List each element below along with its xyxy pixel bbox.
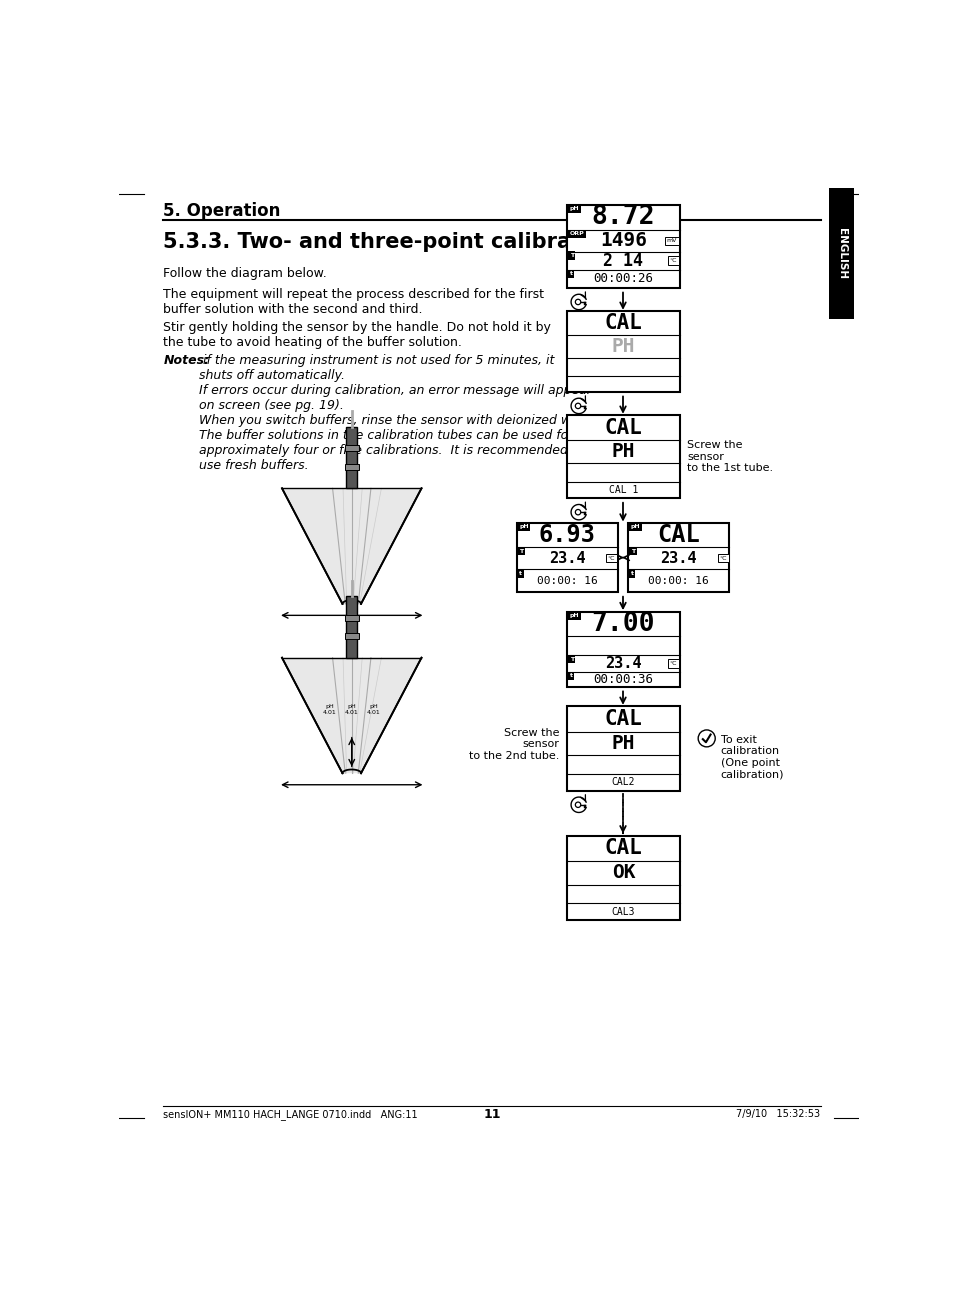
Text: CAL: CAL	[657, 523, 700, 548]
Text: 5.3.3. Two- and three-point calibration: 5.3.3. Two- and three-point calibration	[163, 232, 618, 252]
Text: 11: 11	[483, 1108, 500, 1121]
Bar	[346, 596, 356, 658]
Text: t: t	[518, 571, 521, 576]
Text: °C: °C	[669, 662, 677, 665]
Text: CAL3: CAL3	[611, 907, 635, 917]
Text: CAL2: CAL2	[611, 777, 635, 787]
Text: 2 14: 2 14	[602, 252, 642, 270]
Bar	[346, 427, 356, 489]
Text: PH: PH	[611, 734, 635, 753]
Text: 5. Operation: 5. Operation	[163, 202, 280, 220]
Text: °C: °C	[719, 555, 726, 561]
Text: The equipment will repeat the process described for the first
buffer solution wi: The equipment will repeat the process de…	[163, 288, 544, 316]
Text: 7.00: 7.00	[591, 610, 655, 637]
Text: T: T	[569, 656, 573, 662]
Bar	[567, 415, 679, 498]
Bar	[344, 633, 358, 639]
Bar	[567, 612, 679, 686]
Text: pH
4.01: pH 4.01	[322, 705, 336, 715]
Bar	[628, 523, 728, 592]
Text: Screw the
sensor
to the 2nd tube.: Screw the sensor to the 2nd tube.	[469, 728, 558, 761]
Text: T: T	[518, 549, 523, 554]
Text: pH: pH	[630, 524, 639, 529]
Text: OK: OK	[611, 863, 635, 883]
Text: pH: pH	[518, 524, 528, 529]
Text: °C: °C	[669, 258, 677, 263]
Text: Notes:: Notes:	[163, 354, 210, 367]
Text: 00:00: 16: 00:00: 16	[648, 576, 708, 586]
Polygon shape	[282, 489, 421, 604]
Text: t: t	[569, 673, 572, 679]
Text: PH: PH	[611, 443, 635, 461]
Bar	[567, 706, 679, 791]
Text: 23.4: 23.4	[604, 656, 641, 671]
Polygon shape	[282, 658, 421, 773]
Text: pH
4.01: pH 4.01	[367, 705, 380, 715]
Text: 23.4: 23.4	[659, 550, 697, 566]
Text: 00:00: 16: 00:00: 16	[537, 576, 597, 586]
Bar	[344, 445, 358, 452]
Text: ENGLISH: ENGLISH	[836, 228, 845, 279]
Text: 6.93: 6.93	[538, 523, 595, 548]
Bar	[828, 189, 853, 318]
Text: t: t	[569, 271, 572, 276]
Bar	[344, 464, 358, 470]
Bar	[567, 836, 679, 920]
Text: °C: °C	[607, 555, 615, 561]
Text: CAL: CAL	[604, 709, 641, 728]
Text: PH: PH	[611, 337, 635, 356]
Text: sensION+ MM110 HACH_LANGE 0710.indd   ANG:11: sensION+ MM110 HACH_LANGE 0710.indd ANG:…	[163, 1108, 417, 1120]
Text: CAL: CAL	[604, 418, 641, 438]
Text: Stir gently holding the sensor by the handle. Do not hold it by
the tube to avoi: Stir gently holding the sensor by the ha…	[163, 321, 551, 350]
Text: Screw the
sensor
to the 1st tube.: Screw the sensor to the 1st tube.	[686, 440, 773, 473]
Text: CAL: CAL	[604, 838, 641, 858]
Text: 00:00:36: 00:00:36	[593, 673, 653, 686]
Text: 23.4: 23.4	[548, 550, 585, 566]
Bar	[567, 312, 679, 392]
Bar	[344, 614, 358, 621]
Text: CAL 1: CAL 1	[608, 485, 638, 495]
Bar	[567, 204, 679, 288]
Text: ORP: ORP	[569, 232, 583, 236]
Text: 1496: 1496	[599, 231, 646, 250]
Text: pH: pH	[569, 613, 578, 618]
Text: mV: mV	[666, 238, 677, 244]
Bar	[517, 523, 617, 592]
Text: 7/9/10   15:32:53: 7/9/10 15:32:53	[736, 1110, 820, 1119]
Text: Follow the diagram below.: Follow the diagram below.	[163, 266, 327, 279]
Text: To exit
calibration
(One point
calibration): To exit calibration (One point calibrati…	[720, 735, 783, 779]
Text: T: T	[630, 549, 634, 554]
Text: pH
4.01: pH 4.01	[345, 705, 358, 715]
Text: if the measuring instrument is not used for 5 minutes, it
shuts off automaticall: if the measuring instrument is not used …	[199, 354, 598, 472]
Text: 00:00:26: 00:00:26	[593, 272, 653, 286]
Text: t: t	[630, 571, 633, 576]
Text: 8.72: 8.72	[591, 204, 655, 231]
Text: pH: pH	[569, 207, 578, 211]
Text: CAL: CAL	[604, 313, 641, 333]
Text: T: T	[569, 253, 573, 258]
